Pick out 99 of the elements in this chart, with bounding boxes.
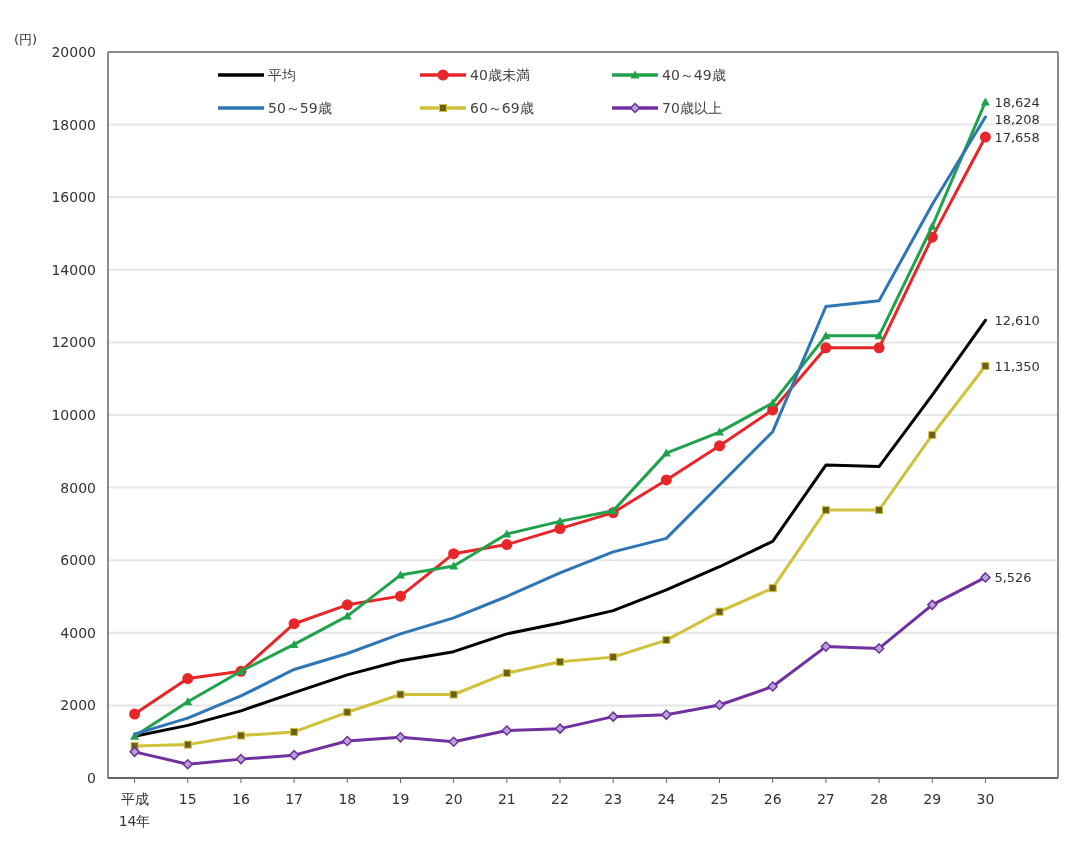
point bbox=[928, 430, 937, 439]
legend-label: 40歳未満 bbox=[470, 67, 530, 83]
x-tick-label: 23 bbox=[604, 791, 623, 807]
y-tick-label: 10000 bbox=[51, 407, 96, 423]
point bbox=[449, 561, 459, 570]
point bbox=[768, 398, 778, 407]
x-tick-label: 19 bbox=[391, 791, 410, 807]
y-axis-title: (円) bbox=[14, 32, 38, 47]
legend-label: 40～49歳 bbox=[662, 67, 726, 83]
point bbox=[449, 690, 458, 699]
point bbox=[396, 690, 405, 699]
point bbox=[714, 699, 725, 711]
point bbox=[821, 331, 831, 340]
x-tick-label: 15 bbox=[178, 791, 197, 807]
point bbox=[236, 731, 245, 740]
point bbox=[662, 636, 671, 645]
legend-label: 70歳以上 bbox=[662, 100, 722, 116]
point bbox=[554, 723, 566, 734]
point bbox=[183, 740, 192, 749]
y-tick-label: 20000 bbox=[51, 44, 96, 60]
point bbox=[289, 639, 299, 648]
point bbox=[873, 342, 885, 354]
y-tick-label: 14000 bbox=[51, 261, 96, 278]
x-tick-label: 21 bbox=[497, 791, 516, 807]
point bbox=[129, 708, 141, 720]
point bbox=[502, 669, 511, 678]
point bbox=[821, 506, 830, 515]
x-tick-label: 24 bbox=[657, 791, 676, 807]
point bbox=[183, 697, 193, 706]
x-tick-label: 29 bbox=[923, 791, 942, 807]
point bbox=[873, 643, 885, 654]
x-tick-label: 27 bbox=[816, 791, 835, 807]
point bbox=[290, 727, 299, 736]
x-tick-label: 26 bbox=[763, 791, 782, 807]
point bbox=[342, 735, 353, 747]
x-tick-label: 20 bbox=[444, 791, 463, 807]
point bbox=[502, 529, 512, 538]
y-tick-label: 16000 bbox=[51, 189, 96, 206]
point bbox=[343, 708, 352, 717]
point bbox=[448, 548, 460, 560]
data-label: 11,350 bbox=[994, 358, 1040, 374]
point bbox=[979, 131, 991, 143]
x-tick-label: 25 bbox=[710, 791, 729, 807]
x-tick-label: 平成 14年 bbox=[118, 791, 151, 829]
data-label: 18,208 bbox=[994, 111, 1040, 127]
point bbox=[926, 599, 938, 611]
legend-label: 50～59歳 bbox=[268, 100, 332, 116]
point bbox=[129, 746, 140, 758]
point bbox=[661, 448, 671, 457]
point bbox=[555, 516, 565, 525]
x-tick-label: 18 bbox=[338, 791, 357, 807]
point bbox=[820, 342, 832, 354]
point bbox=[182, 758, 194, 770]
y-tick-label: 6000 bbox=[60, 552, 96, 569]
point bbox=[981, 362, 990, 370]
point bbox=[661, 709, 672, 721]
data-label: 17,658 bbox=[994, 130, 1040, 146]
y-tick-label: 18000 bbox=[51, 116, 96, 133]
point bbox=[980, 572, 991, 583]
point bbox=[715, 607, 724, 616]
x-tick-label: 17 bbox=[285, 791, 304, 807]
x-tick-label: 30 bbox=[976, 791, 995, 807]
point bbox=[714, 440, 726, 452]
legend-label: 60～69歳 bbox=[470, 100, 534, 116]
point bbox=[501, 539, 513, 551]
point bbox=[288, 749, 300, 761]
y-tick-label: 2000 bbox=[60, 697, 96, 714]
point bbox=[768, 584, 777, 593]
data-label: 12,610 bbox=[994, 313, 1040, 329]
point bbox=[715, 427, 725, 436]
point bbox=[607, 711, 619, 722]
x-tick-label: 28 bbox=[870, 791, 888, 807]
point bbox=[448, 736, 459, 747]
y-tick-label: 4000 bbox=[60, 624, 96, 641]
point bbox=[182, 673, 194, 685]
point bbox=[288, 618, 300, 630]
point bbox=[501, 725, 513, 736]
data-label: 5,526 bbox=[994, 570, 1032, 586]
x-tick-label: 22 bbox=[551, 791, 569, 807]
point bbox=[767, 681, 778, 692]
data-label: 18,624 bbox=[994, 94, 1040, 110]
x-tick-label: 16 bbox=[232, 791, 250, 807]
point bbox=[556, 657, 564, 666]
point bbox=[608, 506, 618, 515]
point bbox=[395, 732, 406, 743]
point bbox=[235, 753, 247, 765]
point bbox=[660, 474, 672, 486]
y-tick-label: 8000 bbox=[60, 479, 96, 496]
point bbox=[609, 653, 618, 662]
point bbox=[342, 611, 352, 620]
point bbox=[341, 599, 353, 611]
legend-label: 平均 bbox=[268, 67, 296, 83]
point bbox=[874, 331, 884, 340]
point bbox=[394, 590, 406, 602]
point bbox=[875, 506, 884, 515]
point bbox=[927, 221, 937, 230]
point bbox=[820, 641, 832, 652]
y-tick-label: 0 bbox=[87, 770, 96, 786]
y-tick-label: 12000 bbox=[51, 334, 96, 351]
